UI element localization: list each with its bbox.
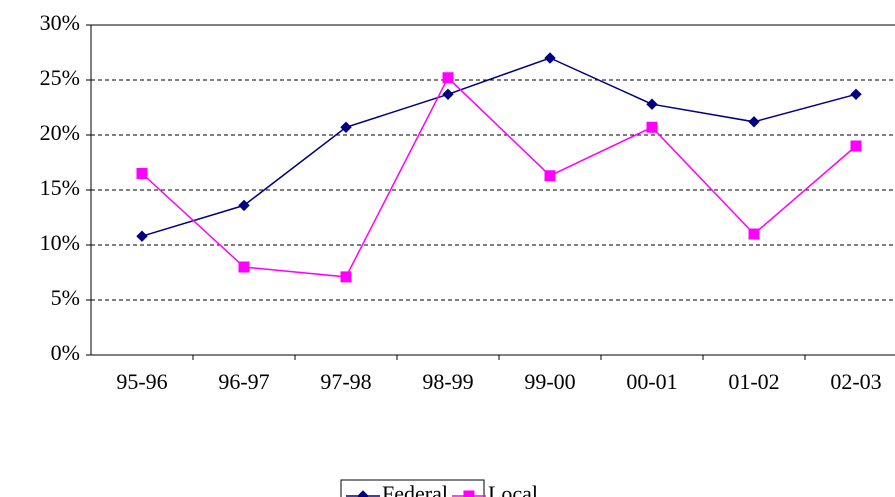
x-tick-label: 95-96 [116, 369, 167, 394]
point [748, 116, 760, 128]
legend-box [340, 479, 485, 497]
y-tick-label: 20% [40, 120, 80, 145]
point [850, 140, 862, 152]
legend-marker [463, 490, 475, 497]
x-tick-label: 96-97 [218, 369, 269, 394]
y-tick-label: 10% [40, 230, 80, 255]
series-line [141, 76, 857, 278]
point [442, 88, 454, 101]
point [136, 230, 148, 242]
point [442, 72, 454, 84]
point [340, 121, 352, 134]
legend-label: Local [488, 481, 538, 497]
point [340, 271, 352, 283]
x-tick-label: 02-03 [830, 369, 881, 394]
y-tick-label: 5% [51, 285, 80, 310]
x-tick-label: 01-02 [728, 369, 779, 394]
y-tick-label: 15% [40, 175, 80, 200]
y-tick-label: 25% [40, 65, 80, 90]
legend-marker [357, 490, 369, 497]
y-tick-label: 0% [51, 340, 80, 365]
series-line [141, 57, 857, 237]
y-tick-label: 30% [40, 10, 80, 35]
point [238, 199, 250, 212]
x-tick-label: 00-01 [626, 369, 677, 394]
point [646, 121, 658, 133]
point [850, 88, 862, 101]
legend-label: Federal [382, 481, 448, 497]
point [544, 170, 556, 182]
x-tick-label: 99-00 [524, 369, 575, 394]
x-tick-label: 97-98 [320, 369, 371, 394]
point [748, 228, 760, 240]
point [544, 52, 556, 64]
point [136, 168, 148, 179]
point [646, 98, 658, 110]
x-tick-label: 98-99 [422, 369, 473, 394]
point [238, 261, 250, 273]
